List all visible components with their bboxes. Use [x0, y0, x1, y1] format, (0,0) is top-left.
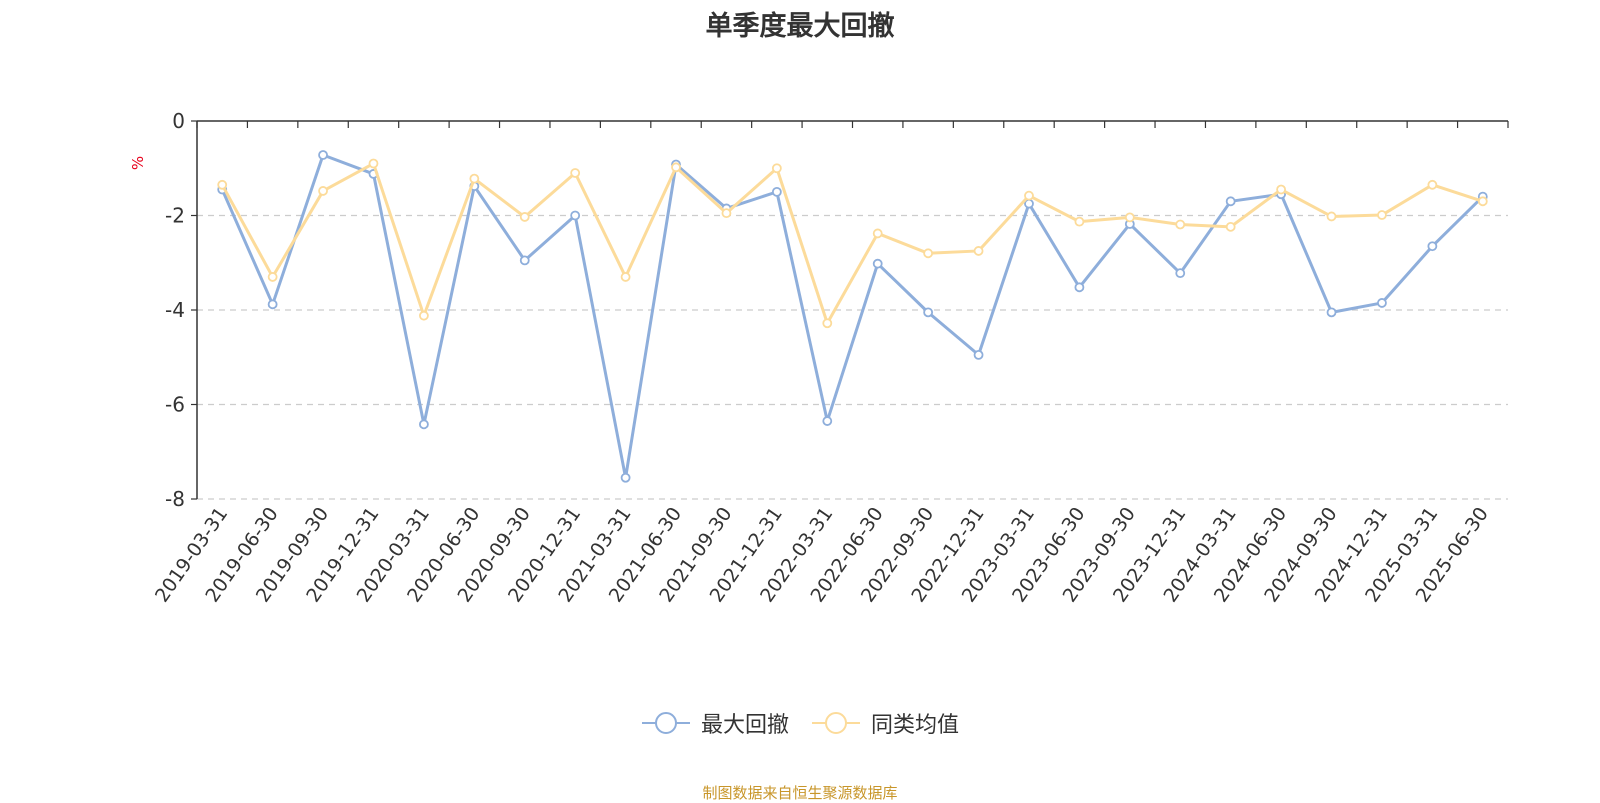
data-point — [318, 186, 328, 196]
y-tick-label: -6 — [165, 393, 185, 417]
data-point — [267, 299, 278, 310]
series-line — [220, 153, 1484, 480]
legend-label: 最大回撤 — [700, 713, 789, 738]
data-point — [721, 208, 732, 219]
data-point — [923, 248, 934, 259]
data-point — [1124, 212, 1135, 223]
data-point — [771, 163, 782, 174]
y-tick-label: -4 — [165, 298, 185, 322]
data-point — [1326, 307, 1337, 318]
data-point — [1175, 219, 1186, 230]
legend-item[interactable]: 最大回撤 — [641, 707, 789, 739]
data-point — [1225, 196, 1236, 207]
series-1 — [217, 150, 1488, 483]
data-point — [872, 228, 883, 239]
data-point — [1326, 211, 1337, 222]
series-lines — [217, 150, 1488, 483]
data-point — [519, 255, 530, 266]
series-line — [220, 162, 1484, 325]
data-point — [469, 173, 480, 184]
data-point — [1175, 268, 1186, 279]
data-point — [318, 150, 328, 160]
data-point — [973, 349, 984, 360]
data-point — [671, 162, 681, 173]
data-point — [419, 310, 429, 321]
data-point — [620, 272, 631, 282]
data-point — [1377, 210, 1387, 220]
axes: 0-2-4-6-82019-03-312019-06-302019-09-302… — [151, 109, 1509, 606]
data-point — [570, 210, 581, 221]
y-tick-label: -2 — [165, 204, 185, 228]
data-point — [822, 416, 833, 426]
data-point — [1477, 196, 1488, 207]
series-2 — [217, 158, 1488, 329]
data-point — [822, 318, 833, 329]
y-tick-label: -8 — [165, 487, 185, 511]
legend-marker-icon — [641, 712, 690, 734]
data-point — [1427, 179, 1438, 190]
data-point — [217, 179, 228, 190]
data-point — [1024, 190, 1034, 201]
data-point — [368, 158, 379, 169]
legend: 最大回撤 同类均值 — [0, 707, 1600, 739]
data-point — [570, 168, 581, 178]
data-point — [1074, 216, 1085, 227]
data-point — [519, 212, 530, 222]
data-point — [1225, 221, 1236, 232]
data-point — [771, 186, 782, 197]
data-point — [267, 272, 278, 282]
y-tick-label: 0 — [172, 109, 185, 133]
data-point — [872, 258, 883, 269]
data-point — [1377, 298, 1387, 308]
data-point — [1427, 241, 1438, 252]
data-point — [973, 246, 984, 256]
source-note: 制图数据来自恒生聚源数据库 — [702, 784, 898, 802]
data-point — [923, 307, 934, 318]
data-point — [620, 472, 631, 483]
legend-label: 同类均值 — [871, 713, 960, 738]
chart-title: 单季度最大回撤 — [705, 11, 895, 42]
grid-lines — [197, 214, 1508, 500]
legend-item[interactable]: 同类均值 — [811, 707, 959, 739]
data-point — [1276, 184, 1286, 195]
data-point — [419, 419, 429, 430]
legend-marker-icon — [812, 712, 860, 734]
data-point — [1074, 282, 1085, 293]
y-axis-label: % — [129, 156, 147, 170]
